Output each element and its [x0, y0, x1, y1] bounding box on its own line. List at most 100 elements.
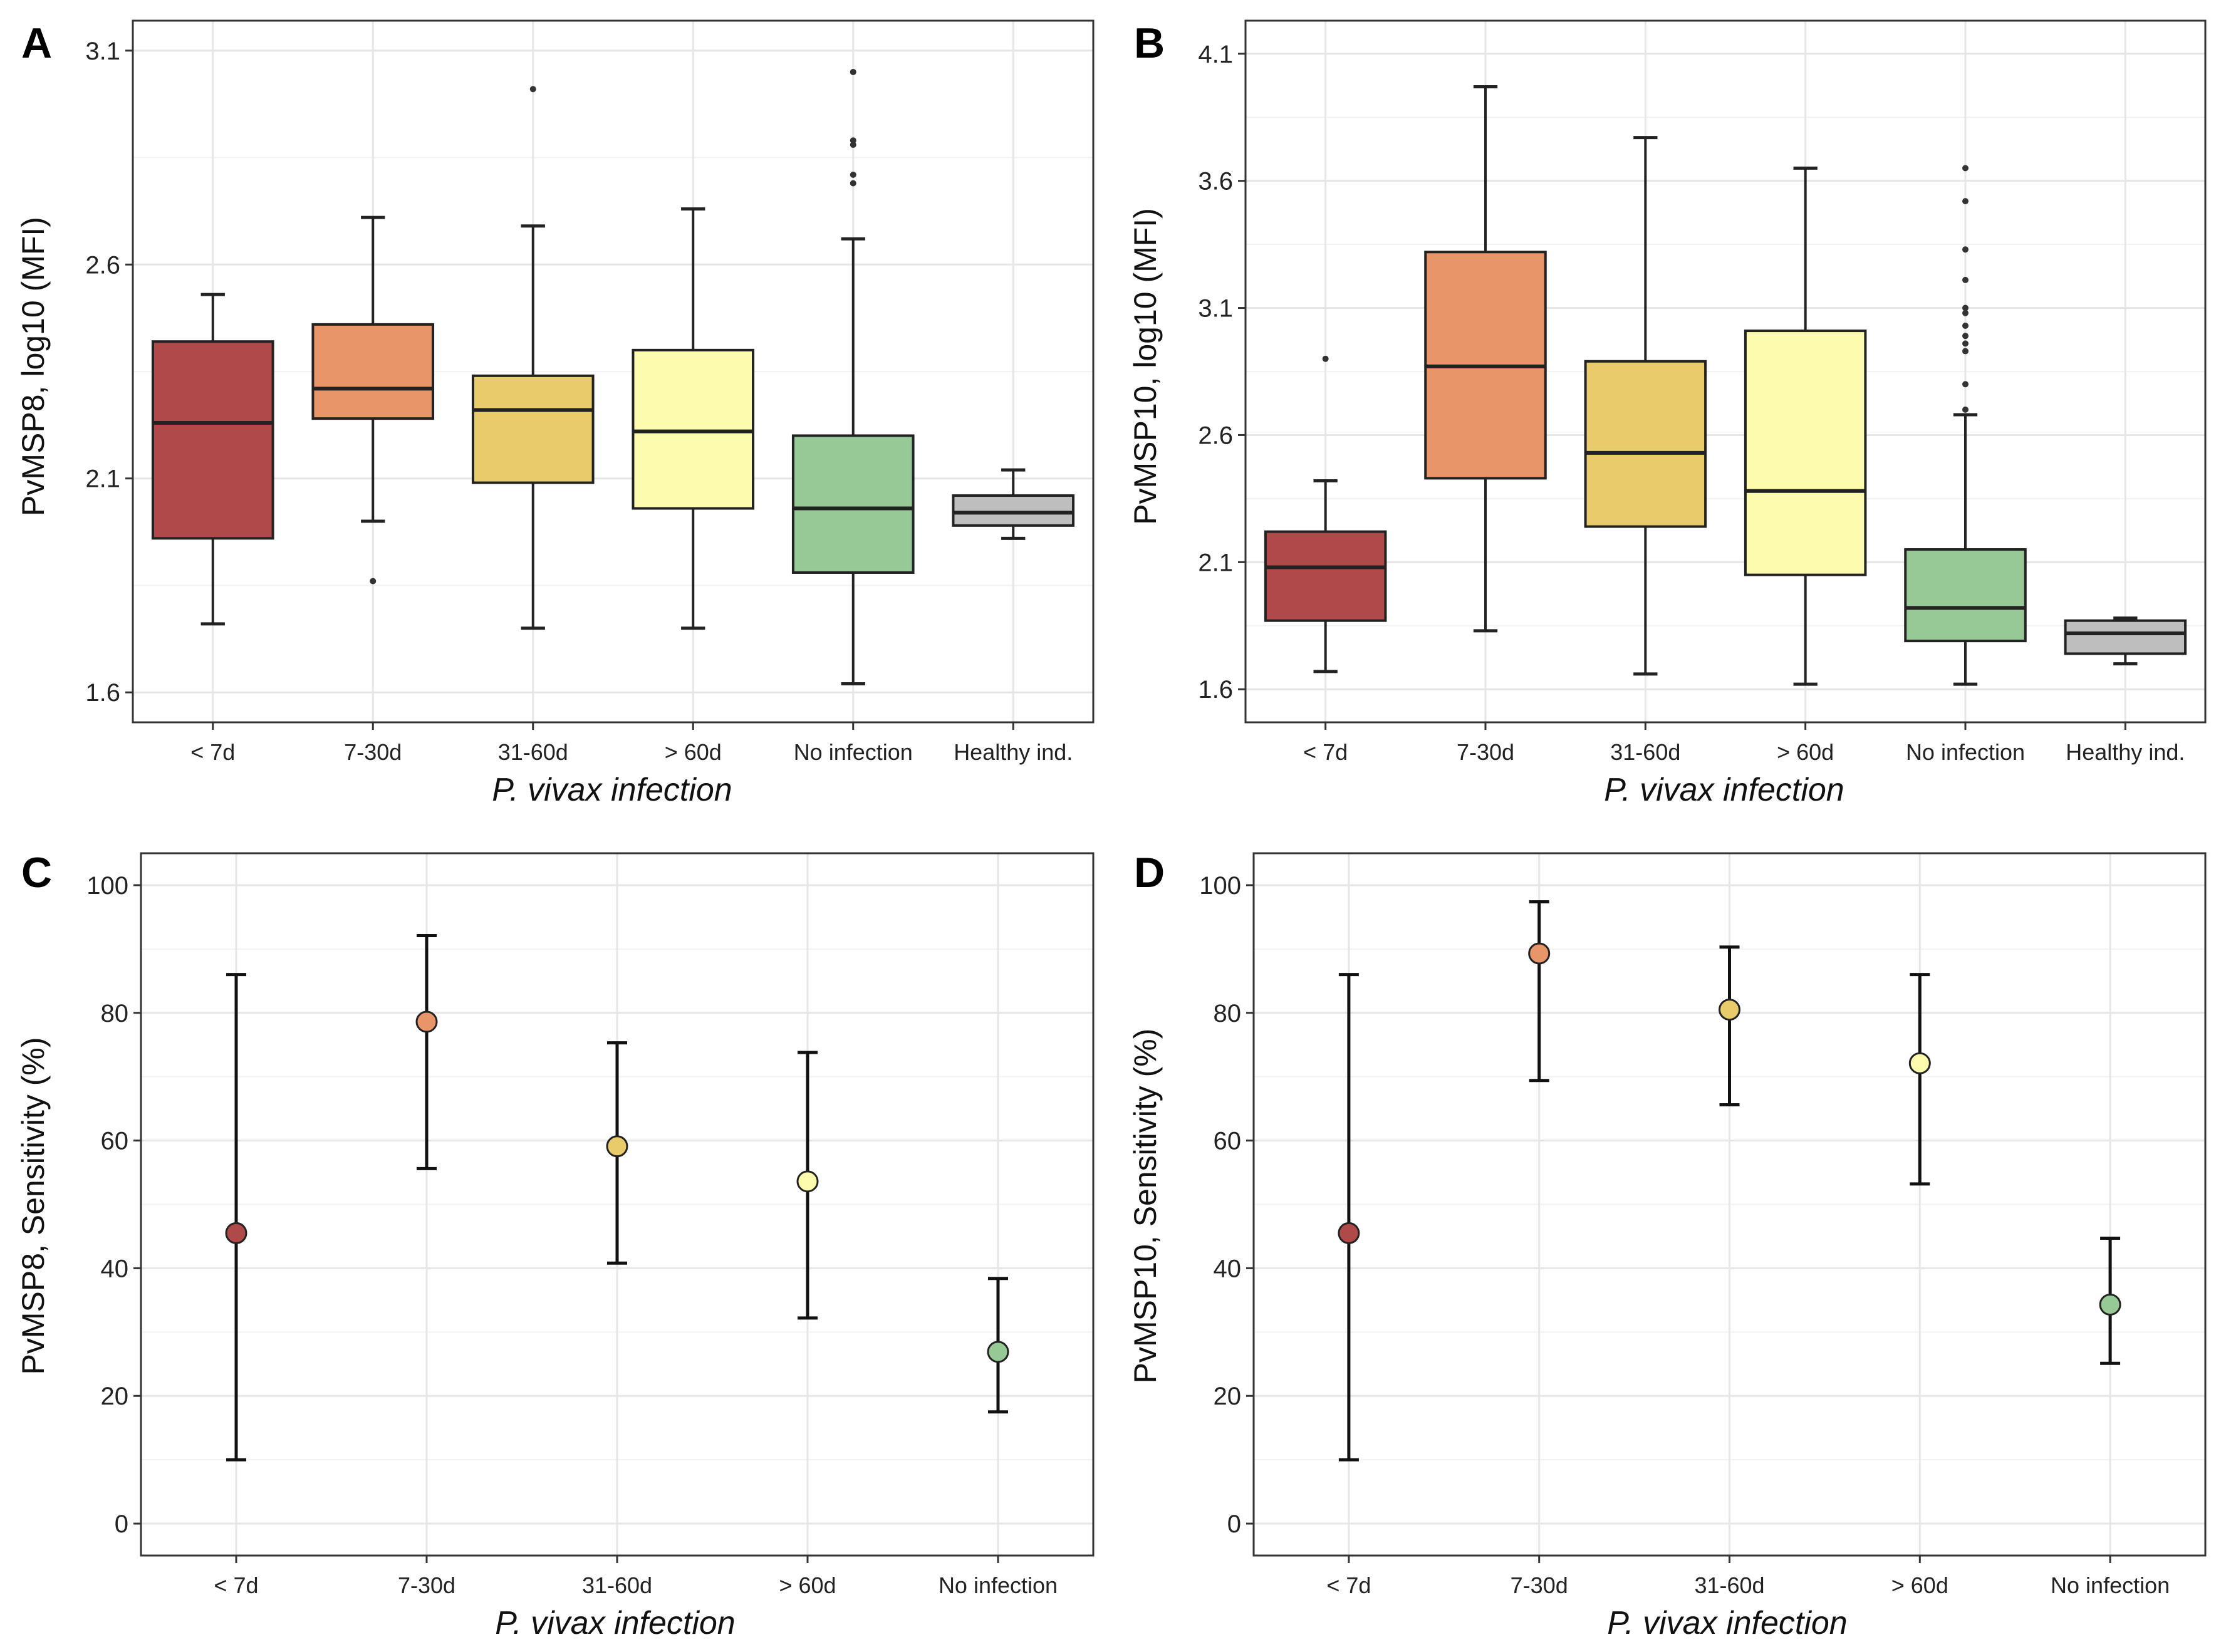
estimate-60d — [796, 1051, 819, 1320]
y-axis-c: 0 20 40 60 80 100 — [86, 872, 141, 1538]
y-tick-label: 100 — [1199, 872, 1241, 900]
box-7d — [151, 293, 274, 626]
point-estimate — [1719, 999, 1740, 1021]
iqr-box — [151, 340, 274, 540]
y-axis-title-b: PvMSP10, log10 (MFI) — [1128, 208, 1163, 525]
x-tick-label: 7-30d — [398, 1572, 455, 1598]
iqr-box — [952, 494, 1075, 527]
estimate-7d — [225, 973, 247, 1462]
y-axis-a: 1.6 2.1 2.6 3.1 — [85, 38, 133, 707]
panel-letter-a: A — [21, 19, 52, 67]
x-tick-label: 7-30d — [1457, 739, 1514, 765]
iqr-box — [1584, 360, 1707, 528]
y-tick-label: 4.1 — [1198, 41, 1233, 68]
marks-d — [1338, 900, 2121, 1462]
panel-letter-b: B — [1134, 19, 1165, 67]
point-estimate — [987, 1341, 1009, 1363]
estimate-no-infection — [2099, 1237, 2121, 1365]
outlier-point — [850, 137, 856, 144]
outlier-point — [1962, 406, 1969, 413]
marks-a — [151, 68, 1075, 686]
box-60d — [1744, 166, 1867, 686]
y-tick-label: 3.1 — [1198, 295, 1233, 323]
y-tick-label: 60 — [1214, 1128, 1242, 1155]
box-7-30d — [1424, 85, 1547, 633]
y-tick-label: 20 — [101, 1383, 129, 1410]
outlier-point — [1962, 165, 1969, 172]
y-axis-b: 1.6 2.1 2.6 3.1 3.6 4.1 — [1198, 41, 1246, 704]
iqr-box — [1744, 330, 1867, 576]
y-tick-label: 2.6 — [85, 251, 120, 279]
x-axis-b: < 7d 7-30d 31-60d > 60d No infection Healthy … — [1303, 722, 2185, 765]
box-7d — [1264, 355, 1387, 673]
outlier-point — [1962, 304, 1969, 311]
x-axis-d: < 7d 7-30d 31-60d > 60d No infection — [1326, 1556, 2170, 1598]
x-tick-label: Healthy ind. — [2066, 739, 2185, 765]
x-tick-label: 31-60d — [498, 739, 568, 765]
iqr-box — [632, 348, 755, 510]
y-tick-label: 1.6 — [1198, 676, 1233, 704]
estimate-31-60d — [1719, 945, 1740, 1107]
iqr-box — [1264, 530, 1387, 622]
iqr-box — [471, 374, 595, 484]
y-tick-label: 60 — [101, 1128, 129, 1155]
y-tick-label: 40 — [101, 1255, 129, 1282]
panel-letter-d: D — [1134, 849, 1165, 896]
plot-frame-a — [132, 19, 1095, 724]
estimate-7-30d — [1528, 900, 1551, 1083]
x-tick-label: 31-60d — [1610, 739, 1680, 765]
x-tick-label: < 7d — [190, 739, 235, 765]
iqr-box — [311, 323, 435, 420]
y-axis-title-a: PvMSP8, log10 (MFI) — [16, 217, 51, 516]
box-7-30d — [311, 216, 435, 584]
outlier-point — [850, 68, 856, 75]
x-axis-title-d: P. vivax infection — [1607, 1605, 1847, 1641]
point-estimate — [1528, 942, 1551, 965]
x-axis-title-b: P. vivax infection — [1604, 772, 1844, 808]
outlier-point — [1962, 333, 1969, 340]
panel-letter-c: C — [21, 849, 52, 896]
panel-c: C PvMSP8, Sensitivity (%) P. vivax infec… — [16, 849, 1095, 1641]
outlier-point — [1962, 276, 1969, 283]
point-estimate — [415, 1010, 438, 1033]
outlier-point — [1962, 198, 1969, 205]
x-tick-label: < 7d — [1303, 739, 1348, 765]
x-tick-label: No infection — [2051, 1572, 2170, 1598]
point-estimate — [1908, 1052, 1931, 1074]
x-tick-label: No infection — [939, 1572, 1058, 1598]
plot-frame-b — [1244, 19, 2207, 724]
y-tick-label: 80 — [1214, 1000, 1242, 1027]
x-axis-c: < 7d 7-30d 31-60d > 60d No infection — [214, 1556, 1058, 1598]
box-healthy-ind — [952, 468, 1075, 540]
outlier-point — [370, 578, 377, 584]
y-tick-label: 3.1 — [85, 38, 120, 65]
x-tick-label: < 7d — [214, 1572, 258, 1598]
x-axis-a: < 7d 7-30d 31-60d > 60d No infection Healthy … — [190, 722, 1073, 765]
x-tick-label: 7-30d — [1511, 1572, 1568, 1598]
box-60d — [632, 207, 755, 630]
x-tick-label: > 60d — [665, 739, 722, 765]
box-31-60d — [471, 86, 595, 630]
point-estimate — [2099, 1293, 2121, 1316]
x-axis-title-c: P. vivax infection — [495, 1605, 735, 1641]
x-axis-title-a: P. vivax infection — [492, 772, 732, 808]
outlier-point — [1962, 340, 1969, 347]
marks-c — [225, 933, 1009, 1462]
outlier-point — [850, 180, 856, 187]
iqr-box — [1904, 548, 2027, 643]
y-axis-title-c: PvMSP8, Sensitivity (%) — [16, 1037, 51, 1374]
iqr-box — [2064, 619, 2187, 655]
iqr-box — [791, 434, 915, 574]
y-tick-label: 80 — [101, 1000, 129, 1027]
outlier-point — [1962, 246, 1969, 253]
estimate-no-infection — [987, 1277, 1009, 1414]
box-healthy-ind — [2064, 616, 2187, 666]
x-tick-label: No infection — [1906, 739, 2025, 765]
y-tick-label: 0 — [115, 1510, 128, 1538]
outlier-point — [850, 171, 856, 178]
point-estimate — [606, 1135, 628, 1158]
y-tick-label: 2.1 — [1198, 549, 1233, 576]
box-no-infection — [1904, 165, 2027, 686]
estimate-7-30d — [415, 933, 438, 1170]
